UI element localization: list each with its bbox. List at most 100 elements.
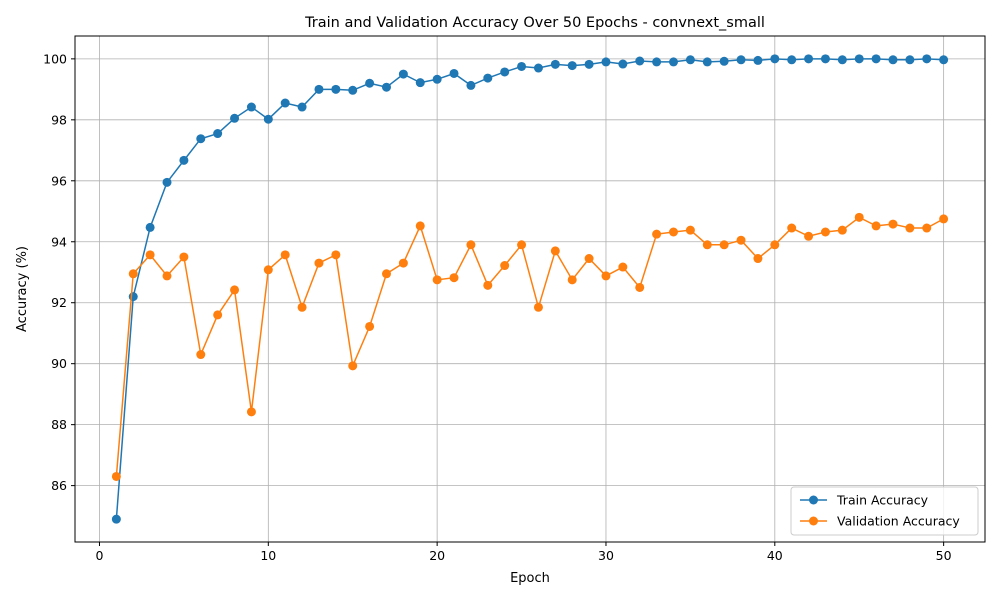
train-accuracy-point <box>584 59 594 69</box>
train-accuracy-point <box>871 54 881 64</box>
validation-accuracy-point <box>854 212 864 222</box>
validation-accuracy-point <box>922 223 932 233</box>
validation-accuracy-point <box>314 258 324 268</box>
train-accuracy-point <box>533 63 543 73</box>
validation-accuracy-point <box>213 310 223 320</box>
x-tick-label: 0 <box>96 548 104 563</box>
x-tick-label: 20 <box>429 548 445 563</box>
y-tick-label: 100 <box>43 51 67 66</box>
train-accuracy-point <box>432 74 442 84</box>
validation-accuracy-point <box>905 223 915 233</box>
train-accuracy-point <box>517 61 527 71</box>
train-accuracy-point <box>365 78 375 88</box>
x-axis-label: Epoch <box>510 571 550 586</box>
validation-accuracy-point <box>398 258 408 268</box>
train-accuracy-point <box>567 61 577 71</box>
validation-accuracy-point <box>736 235 746 245</box>
validation-accuracy-point <box>128 269 138 279</box>
x-tick-label: 10 <box>260 548 276 563</box>
y-tick-label: 90 <box>51 356 67 371</box>
series-layer <box>111 54 949 524</box>
validation-accuracy-point <box>787 223 797 233</box>
validation-accuracy-point <box>179 252 189 262</box>
validation-accuracy-point <box>483 280 493 290</box>
validation-accuracy-point <box>111 471 121 481</box>
train-accuracy-point <box>669 57 679 67</box>
validation-accuracy-point <box>162 271 172 281</box>
train-accuracy-point <box>280 98 290 108</box>
x-tick-label: 40 <box>767 548 783 563</box>
train-accuracy-point <box>736 55 746 65</box>
y-tick-label: 96 <box>51 173 67 188</box>
validation-accuracy-point <box>770 240 780 250</box>
train-accuracy-point <box>719 56 729 66</box>
legend-box <box>790 486 979 536</box>
legend: Train Accuracy Validation Accuracy <box>790 486 979 536</box>
train-accuracy-point <box>820 54 830 64</box>
validation-accuracy-point <box>601 271 611 281</box>
validation-accuracy-point <box>297 302 307 312</box>
train-accuracy-point <box>905 55 915 65</box>
y-tick-label: 94 <box>51 234 67 249</box>
validation-accuracy-point <box>550 246 560 256</box>
train-accuracy-point <box>500 67 510 77</box>
validation-accuracy-point <box>635 282 645 292</box>
train-accuracy-point <box>618 59 628 69</box>
train-accuracy-point <box>415 78 425 88</box>
plot-frame <box>74 35 986 543</box>
train-accuracy-point <box>314 84 324 94</box>
train-accuracy-point <box>179 155 189 165</box>
validation-accuracy-point <box>685 225 695 235</box>
train-accuracy-point <box>939 55 949 65</box>
validation-accuracy-point <box>246 407 256 417</box>
validation-accuracy-point <box>263 265 273 275</box>
validation-accuracy-point <box>331 250 341 260</box>
train-accuracy-point <box>888 55 898 65</box>
train-accuracy-point <box>635 56 645 66</box>
validation-accuracy-point <box>365 321 375 331</box>
validation-accuracy-point <box>449 273 459 283</box>
train-accuracy-point <box>331 84 341 94</box>
train-accuracy-point <box>348 85 358 95</box>
validation-accuracy-point <box>348 361 358 371</box>
train-accuracy-point <box>550 59 560 69</box>
train-accuracy-point <box>246 102 256 112</box>
y-tick-label: 86 <box>51 478 67 493</box>
x-tick-label: 30 <box>598 548 614 563</box>
train-accuracy-point <box>145 222 155 232</box>
chart-title: Train and Validation Accuracy Over 50 Ep… <box>304 15 765 31</box>
validation-accuracy-point <box>820 227 830 237</box>
train-accuracy-point <box>652 57 662 67</box>
train-accuracy-point <box>196 134 206 144</box>
legend-train-marker <box>809 495 818 505</box>
validation-accuracy-point <box>533 302 543 312</box>
train-accuracy-line <box>115 58 944 520</box>
validation-accuracy-point <box>500 261 510 271</box>
validation-accuracy-point <box>871 221 881 231</box>
validation-accuracy-point <box>837 225 847 235</box>
train-accuracy-point <box>111 514 121 524</box>
train-accuracy-point <box>466 80 476 90</box>
validation-accuracy-point <box>230 285 240 295</box>
y-tick-label: 92 <box>51 295 67 310</box>
validation-accuracy-point <box>517 240 527 250</box>
validation-accuracy-point <box>888 219 898 229</box>
validation-accuracy-point <box>618 262 628 272</box>
train-accuracy-point <box>162 177 172 187</box>
train-accuracy-point <box>398 69 408 79</box>
train-accuracy-point <box>702 57 712 67</box>
train-accuracy-point <box>787 55 797 65</box>
train-accuracy-point <box>230 113 240 123</box>
validation-accuracy-line <box>115 216 944 477</box>
y-tick-label: 88 <box>51 417 67 432</box>
validation-accuracy-point <box>280 250 290 260</box>
y-tick-label: 98 <box>51 112 67 127</box>
validation-accuracy-point <box>415 221 425 231</box>
train-accuracy-point <box>601 57 611 67</box>
validation-accuracy-point <box>584 254 594 264</box>
validation-accuracy-point <box>652 229 662 239</box>
train-accuracy-point <box>213 129 223 139</box>
train-accuracy-point <box>804 54 814 64</box>
validation-accuracy-point <box>804 231 814 241</box>
grid-lines <box>75 36 985 542</box>
